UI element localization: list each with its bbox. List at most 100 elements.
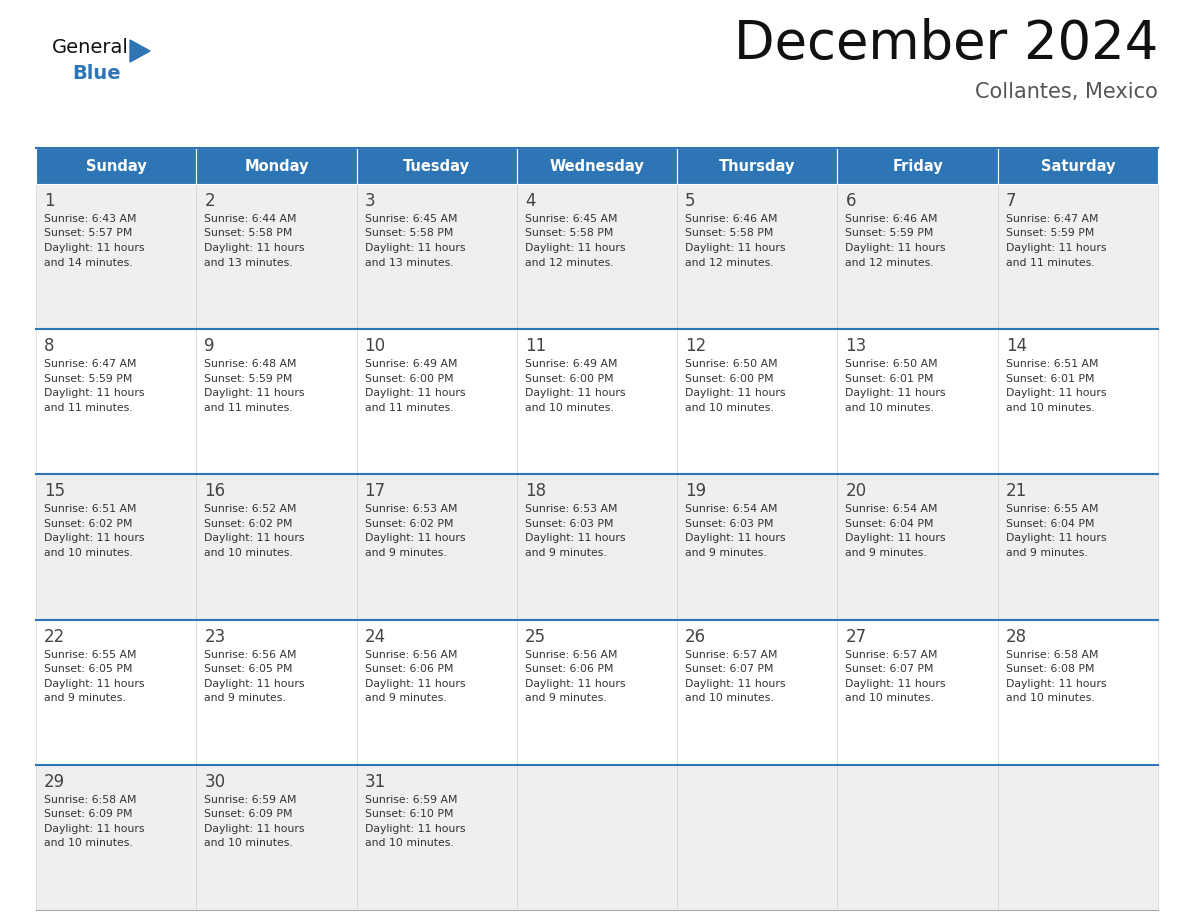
- Text: Sunrise: 6:56 AM: Sunrise: 6:56 AM: [204, 650, 297, 660]
- Text: Sunrise: 6:45 AM: Sunrise: 6:45 AM: [365, 214, 457, 224]
- Text: and 10 minutes.: and 10 minutes.: [365, 838, 454, 848]
- Text: Sunrise: 6:49 AM: Sunrise: 6:49 AM: [525, 359, 618, 369]
- Text: 24: 24: [365, 628, 386, 645]
- Text: Sunset: 6:02 PM: Sunset: 6:02 PM: [204, 519, 292, 529]
- Text: Sunset: 5:58 PM: Sunset: 5:58 PM: [685, 229, 773, 239]
- Text: 14: 14: [1006, 337, 1026, 355]
- Text: Sunrise: 6:59 AM: Sunrise: 6:59 AM: [365, 795, 457, 805]
- Text: Sunrise: 6:50 AM: Sunrise: 6:50 AM: [685, 359, 778, 369]
- Bar: [677, 475, 838, 620]
- Bar: [356, 148, 517, 184]
- Text: Sunrise: 6:44 AM: Sunrise: 6:44 AM: [204, 214, 297, 224]
- Text: and 10 minutes.: and 10 minutes.: [846, 693, 934, 703]
- Text: Sunset: 5:57 PM: Sunset: 5:57 PM: [44, 229, 132, 239]
- Bar: [677, 620, 838, 765]
- Text: Daylight: 11 hours: Daylight: 11 hours: [525, 533, 625, 543]
- Text: and 10 minutes.: and 10 minutes.: [1006, 403, 1094, 413]
- Text: 19: 19: [685, 482, 707, 500]
- Bar: [677, 765, 838, 910]
- Text: Sunrise: 6:52 AM: Sunrise: 6:52 AM: [204, 504, 297, 514]
- Bar: [36, 475, 196, 620]
- Text: and 9 minutes.: and 9 minutes.: [44, 693, 126, 703]
- Text: and 10 minutes.: and 10 minutes.: [685, 693, 773, 703]
- Text: Sunrise: 6:57 AM: Sunrise: 6:57 AM: [685, 650, 778, 660]
- Text: Sunset: 6:09 PM: Sunset: 6:09 PM: [204, 810, 292, 819]
- Bar: [356, 475, 517, 620]
- Text: Sunset: 6:00 PM: Sunset: 6:00 PM: [365, 374, 453, 384]
- Text: Sunrise: 6:56 AM: Sunrise: 6:56 AM: [365, 650, 457, 660]
- Text: 31: 31: [365, 773, 386, 790]
- Text: 7: 7: [1006, 192, 1016, 210]
- Text: Saturday: Saturday: [1041, 159, 1116, 174]
- Text: Daylight: 11 hours: Daylight: 11 hours: [204, 533, 305, 543]
- Text: 11: 11: [525, 337, 546, 355]
- Text: Friday: Friday: [892, 159, 943, 174]
- Bar: [36, 765, 196, 910]
- Text: Sunrise: 6:50 AM: Sunrise: 6:50 AM: [846, 359, 939, 369]
- Text: 28: 28: [1006, 628, 1026, 645]
- Text: and 11 minutes.: and 11 minutes.: [365, 403, 453, 413]
- Text: Daylight: 11 hours: Daylight: 11 hours: [204, 388, 305, 398]
- Text: Daylight: 11 hours: Daylight: 11 hours: [1006, 388, 1106, 398]
- Text: Daylight: 11 hours: Daylight: 11 hours: [204, 678, 305, 688]
- Text: Sunset: 6:08 PM: Sunset: 6:08 PM: [1006, 664, 1094, 674]
- Text: Sunset: 5:59 PM: Sunset: 5:59 PM: [1006, 229, 1094, 239]
- Text: 4: 4: [525, 192, 536, 210]
- Text: Sunset: 6:04 PM: Sunset: 6:04 PM: [1006, 519, 1094, 529]
- Text: Daylight: 11 hours: Daylight: 11 hours: [44, 823, 145, 834]
- Bar: [196, 620, 356, 765]
- Text: Sunrise: 6:47 AM: Sunrise: 6:47 AM: [1006, 214, 1098, 224]
- Text: and 10 minutes.: and 10 minutes.: [846, 403, 934, 413]
- Text: 30: 30: [204, 773, 226, 790]
- Text: Sunset: 6:00 PM: Sunset: 6:00 PM: [685, 374, 773, 384]
- Text: Daylight: 11 hours: Daylight: 11 hours: [525, 243, 625, 253]
- Text: Sunrise: 6:58 AM: Sunrise: 6:58 AM: [44, 795, 137, 805]
- Bar: [196, 148, 356, 184]
- Text: Daylight: 11 hours: Daylight: 11 hours: [846, 533, 946, 543]
- Text: Sunset: 6:02 PM: Sunset: 6:02 PM: [44, 519, 133, 529]
- Text: Sunrise: 6:54 AM: Sunrise: 6:54 AM: [685, 504, 778, 514]
- Text: 8: 8: [44, 337, 55, 355]
- Text: 18: 18: [525, 482, 546, 500]
- Bar: [517, 148, 677, 184]
- Text: and 10 minutes.: and 10 minutes.: [525, 403, 614, 413]
- Text: Sunrise: 6:49 AM: Sunrise: 6:49 AM: [365, 359, 457, 369]
- Text: 16: 16: [204, 482, 226, 500]
- Text: Sunset: 6:07 PM: Sunset: 6:07 PM: [846, 664, 934, 674]
- Text: Tuesday: Tuesday: [403, 159, 470, 174]
- Bar: [838, 184, 998, 330]
- Text: Daylight: 11 hours: Daylight: 11 hours: [44, 388, 145, 398]
- Text: Sunset: 6:01 PM: Sunset: 6:01 PM: [846, 374, 934, 384]
- Text: Daylight: 11 hours: Daylight: 11 hours: [365, 388, 465, 398]
- Text: and 12 minutes.: and 12 minutes.: [685, 258, 773, 267]
- Bar: [196, 330, 356, 475]
- Text: 22: 22: [44, 628, 65, 645]
- Bar: [838, 148, 998, 184]
- Text: Daylight: 11 hours: Daylight: 11 hours: [365, 533, 465, 543]
- Text: Sunrise: 6:51 AM: Sunrise: 6:51 AM: [1006, 359, 1098, 369]
- Bar: [36, 330, 196, 475]
- Text: and 11 minutes.: and 11 minutes.: [204, 403, 293, 413]
- Text: Daylight: 11 hours: Daylight: 11 hours: [685, 388, 785, 398]
- Text: 9: 9: [204, 337, 215, 355]
- Text: and 13 minutes.: and 13 minutes.: [365, 258, 453, 267]
- Bar: [517, 620, 677, 765]
- Text: 10: 10: [365, 337, 386, 355]
- Text: 21: 21: [1006, 482, 1026, 500]
- Text: Sunrise: 6:48 AM: Sunrise: 6:48 AM: [204, 359, 297, 369]
- Text: and 9 minutes.: and 9 minutes.: [365, 693, 447, 703]
- Text: Daylight: 11 hours: Daylight: 11 hours: [204, 243, 305, 253]
- Text: and 10 minutes.: and 10 minutes.: [204, 838, 293, 848]
- Text: Daylight: 11 hours: Daylight: 11 hours: [685, 533, 785, 543]
- Bar: [838, 475, 998, 620]
- Text: and 10 minutes.: and 10 minutes.: [44, 838, 133, 848]
- Text: and 10 minutes.: and 10 minutes.: [685, 403, 773, 413]
- Text: General: General: [52, 38, 128, 57]
- Text: Daylight: 11 hours: Daylight: 11 hours: [1006, 678, 1106, 688]
- Text: and 9 minutes.: and 9 minutes.: [365, 548, 447, 558]
- Text: and 11 minutes.: and 11 minutes.: [1006, 258, 1094, 267]
- Polygon shape: [129, 40, 150, 62]
- Text: Sunset: 6:03 PM: Sunset: 6:03 PM: [525, 519, 613, 529]
- Text: Sunset: 6:02 PM: Sunset: 6:02 PM: [365, 519, 453, 529]
- Text: Sunset: 6:07 PM: Sunset: 6:07 PM: [685, 664, 773, 674]
